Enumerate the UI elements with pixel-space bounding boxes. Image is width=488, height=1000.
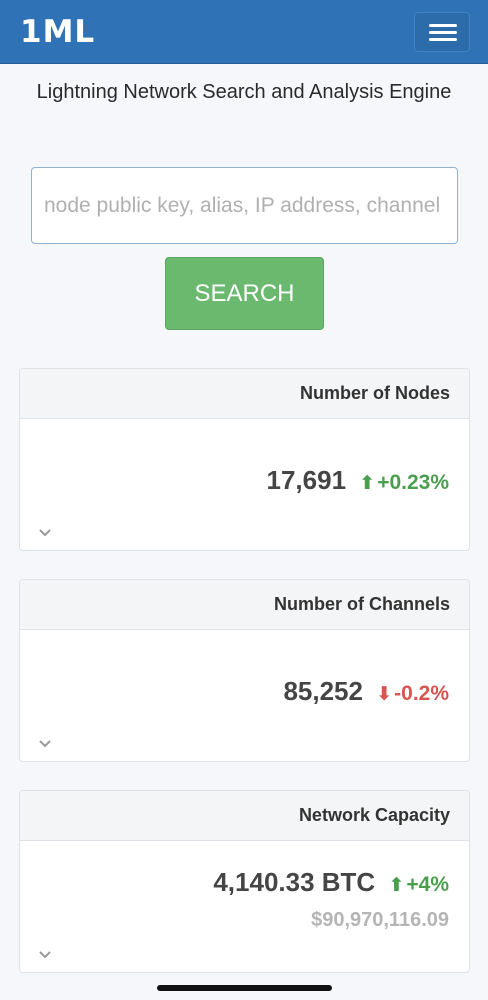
capacity-card: Network Capacity 4,140.33 BTC ⬆+4% $90,9… bbox=[19, 790, 470, 973]
stat-value: 17,691 bbox=[266, 465, 347, 495]
home-indicator bbox=[157, 985, 332, 991]
card-body: 85,252 ⬇-0.2% bbox=[20, 630, 469, 761]
menu-bar bbox=[429, 38, 457, 41]
usd-value: $90,970,116.09 bbox=[311, 909, 449, 931]
card-title: Number of Nodes bbox=[20, 369, 469, 419]
stat-value: 4,140.33 BTC bbox=[213, 867, 376, 897]
navbar: 1ML bbox=[0, 0, 488, 64]
menu-bar bbox=[429, 24, 457, 27]
change-indicator: ⬆+0.23% bbox=[359, 471, 449, 494]
arrow-up-icon: ⬆ bbox=[359, 473, 376, 494]
stat-row: 17,691 ⬆+0.23% bbox=[267, 465, 450, 496]
change-value: -0.2% bbox=[394, 682, 449, 705]
page-tagline: Lightning Network Search and Analysis En… bbox=[36, 81, 452, 103]
stat-row: 4,140.33 BTC ⬆+4% bbox=[213, 867, 449, 898]
menu-bar bbox=[429, 31, 457, 34]
brand-logo[interactable]: 1ML bbox=[20, 14, 96, 50]
stat-row: 85,252 ⬇-0.2% bbox=[283, 676, 449, 707]
card-body: 4,140.33 BTC ⬆+4% $90,970,116.09 bbox=[20, 841, 469, 972]
change-indicator: ⬇-0.2% bbox=[376, 682, 449, 705]
chevron-down-icon[interactable] bbox=[38, 737, 52, 751]
chevron-down-icon[interactable] bbox=[38, 526, 52, 540]
search-button[interactable]: SEARCH bbox=[165, 257, 324, 330]
change-indicator: ⬆+4% bbox=[388, 873, 449, 896]
card-body: 17,691 ⬆+0.23% bbox=[20, 419, 469, 550]
stat-value: 85,252 bbox=[283, 676, 363, 706]
arrow-down-icon: ⬇ bbox=[376, 684, 393, 705]
channels-card: Number of Channels 85,252 ⬇-0.2% bbox=[19, 579, 470, 762]
arrow-up-icon: ⬆ bbox=[388, 875, 405, 896]
nodes-card: Number of Nodes 17,691 ⬆+0.23% bbox=[19, 368, 470, 551]
card-title: Network Capacity bbox=[20, 791, 469, 841]
chevron-down-icon[interactable] bbox=[38, 948, 52, 962]
card-title: Number of Channels bbox=[20, 580, 469, 630]
search-input[interactable] bbox=[31, 167, 458, 244]
hamburger-menu-icon[interactable] bbox=[414, 12, 470, 52]
change-value: +0.23% bbox=[377, 471, 449, 494]
change-value: +4% bbox=[406, 873, 449, 896]
